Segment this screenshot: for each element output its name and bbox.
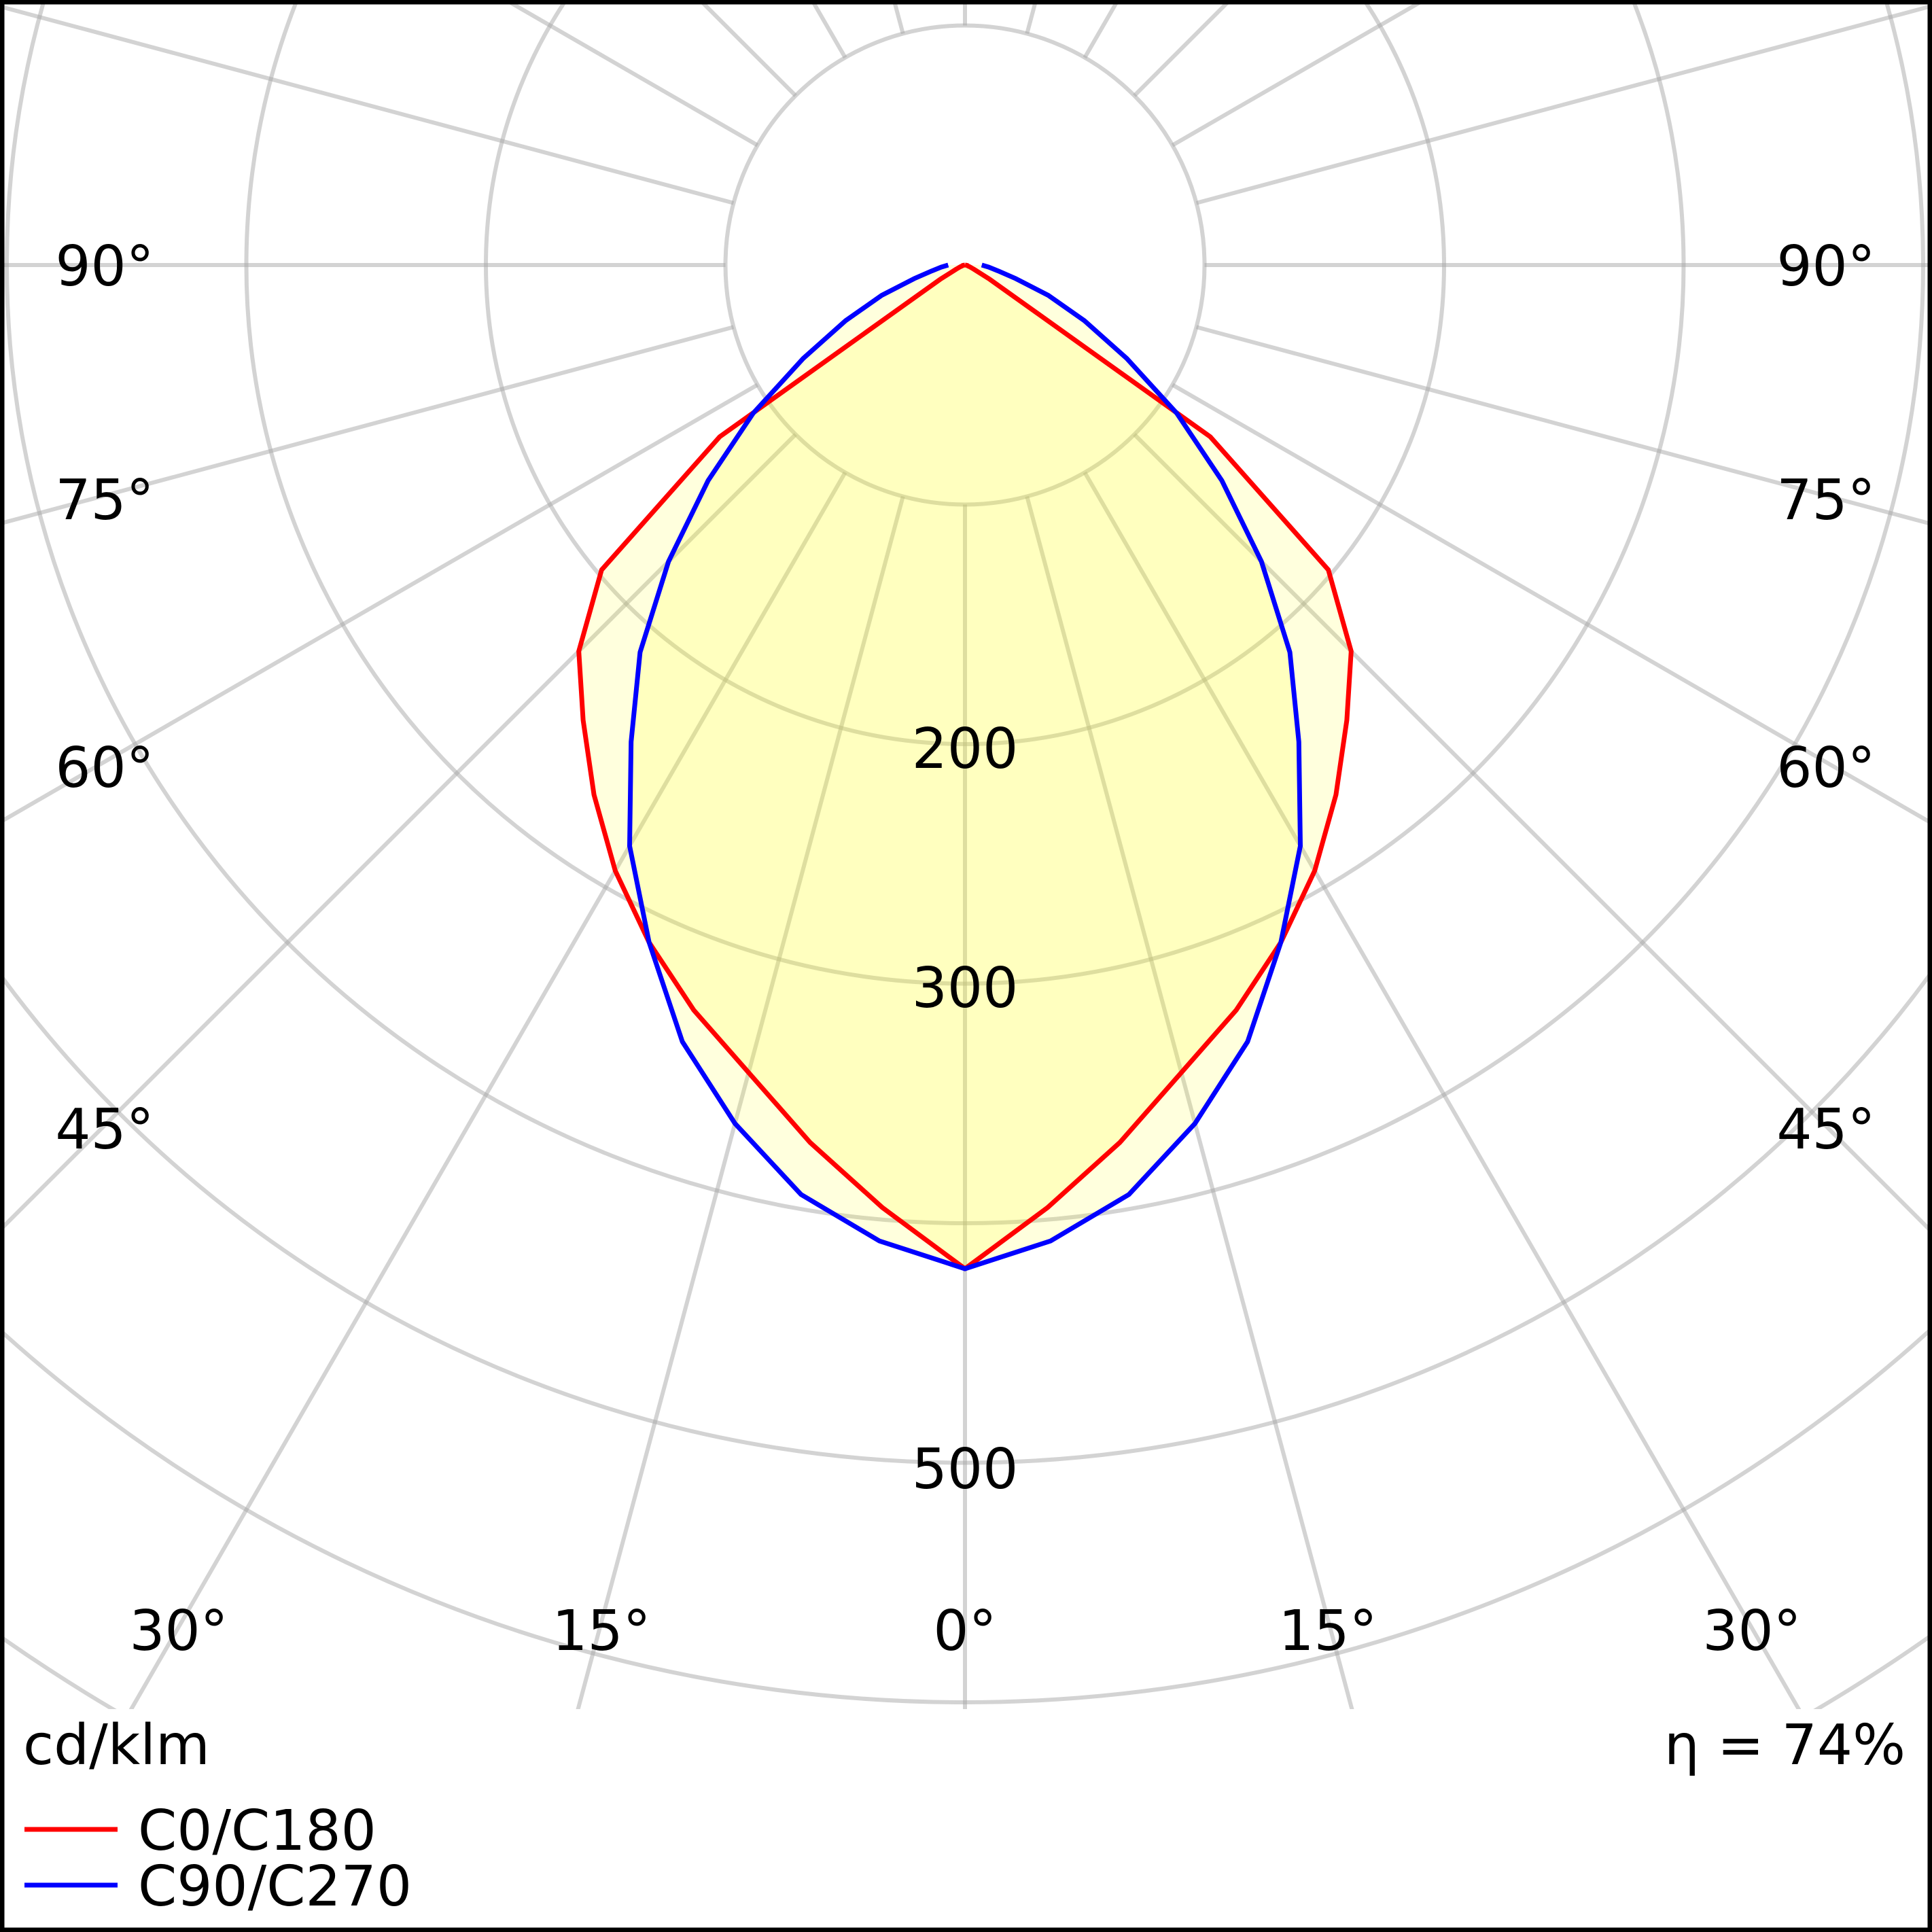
intensity-curves (576, 262, 1354, 1271)
grid-radial-15 (1025, 495, 1354, 1709)
angle-label-left-75: 75° (55, 468, 154, 533)
angle-label-bottom-30-left: 30° (129, 1599, 228, 1664)
angle-label-left-90: 90° (55, 234, 154, 299)
efficiency-label: η = 74% (1664, 1713, 1905, 1778)
curve-c90-c270 (627, 262, 1303, 1271)
grid-radial-240 (508, 4, 759, 147)
grid-radial-255 (4, 5, 735, 205)
unit-label: cd/klm (23, 1713, 210, 1778)
grid-radial-75 (1195, 325, 1928, 525)
angle-label-bottom-30-right: 30° (1702, 1599, 1801, 1664)
grid-radial-285 (4, 325, 735, 525)
curve-fill-c90-c270 (629, 265, 1301, 1269)
angle-label-right-60: 60° (1776, 736, 1875, 801)
grid-radial-135 (1133, 4, 1229, 97)
grid-radial-120 (1171, 4, 1422, 147)
grid-radial-60 (1171, 383, 1928, 824)
legend-label-c0-c180: C0/C180 (138, 1799, 376, 1863)
grid-radial-225 (701, 4, 797, 97)
ring-label-300: 300 (912, 956, 1019, 1021)
grid-radial-300 (4, 383, 759, 822)
angle-label-right-90: 90° (1776, 234, 1875, 299)
grid-radial-105 (1195, 5, 1928, 205)
angle-label-left-45: 45° (55, 1097, 154, 1162)
grid-radial-330 (128, 471, 847, 1709)
grid-radial-315 (4, 433, 797, 1229)
grid-radial-45 (1133, 433, 1928, 1231)
grid-radial-210 (811, 4, 847, 59)
ring-label-200: 200 (912, 717, 1019, 781)
angle-label-right-45: 45° (1776, 1097, 1875, 1162)
legend: C0/C180 C90/C270 (24, 1799, 412, 1919)
angle-label-bottom-15-right: 15° (1278, 1599, 1377, 1664)
angle-label-bottom-0: 0° (933, 1599, 996, 1664)
angle-label-right-75: 75° (1776, 468, 1875, 533)
legend-label-c90-c270: C90/C270 (138, 1855, 412, 1919)
grid-radial-345 (576, 495, 905, 1709)
angle-label-bottom-15-left: 15° (552, 1599, 650, 1664)
ring-label-500: 500 (912, 1437, 1019, 1502)
curve-fill-c0-c180 (578, 265, 1352, 1269)
grid-radial-150 (1083, 4, 1119, 59)
angle-label-left-60: 60° (55, 736, 154, 801)
grid-radial-30 (1083, 471, 1802, 1709)
curve-fills (578, 265, 1352, 1269)
